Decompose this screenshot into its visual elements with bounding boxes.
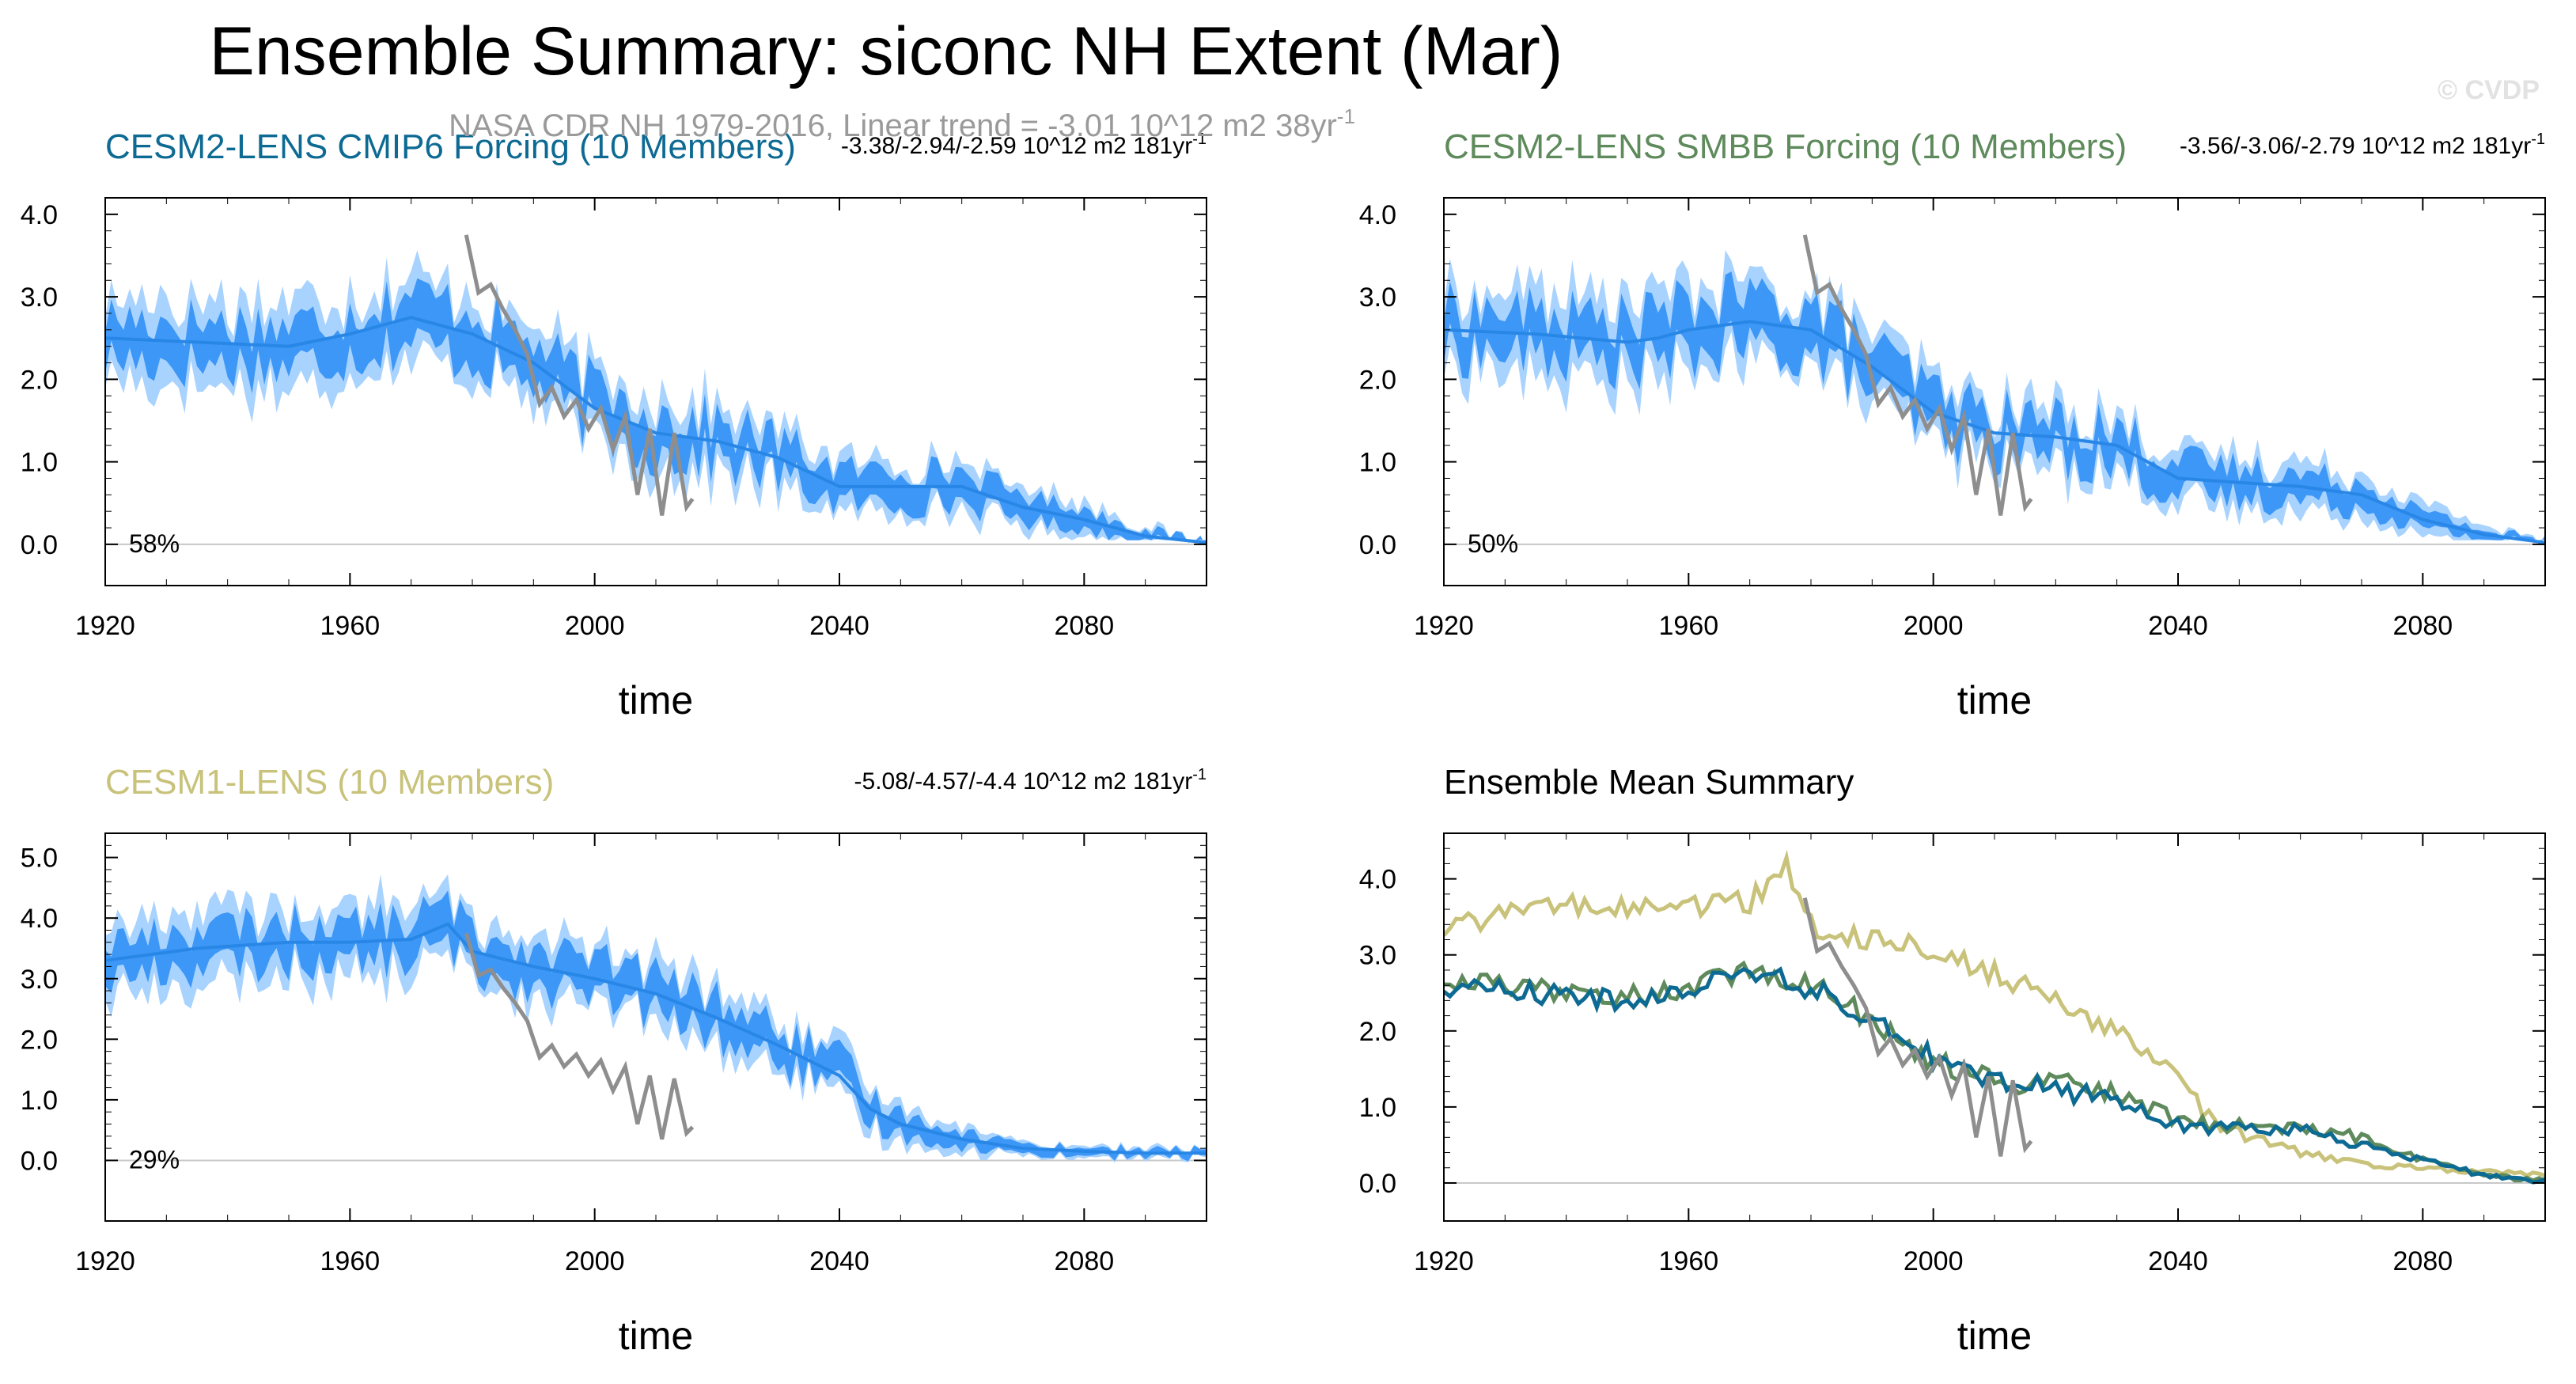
y-tick-label: 0.0 — [21, 530, 58, 560]
x-tick-label: 1920 — [1414, 611, 1474, 641]
x-tick-label: 1960 — [1659, 611, 1719, 641]
panel-cesm1: CESM1-LENS (10 Members) -5.08/-4.57/-4.4 … — [21, 763, 1207, 1358]
x-tick-label: 1920 — [75, 1246, 135, 1276]
x-tick-label: 2040 — [2148, 611, 2208, 641]
y-tick-label: 3.0 — [21, 282, 58, 313]
plot-area — [105, 874, 1207, 1163]
x-tick-label: 2040 — [809, 611, 869, 641]
series-line-0 — [1444, 849, 2545, 1178]
panel-title: CESM2-LENS CMIP6 Forcing (10 Members) — [105, 127, 796, 166]
x-tick-label: 2080 — [1055, 1246, 1115, 1276]
x-tick-label: 2000 — [565, 1246, 625, 1276]
x-axis-label: time — [1957, 1314, 2032, 1358]
x-tick-label: 1920 — [1414, 1246, 1474, 1276]
plot-frame — [104, 832, 1207, 1222]
ensemble-mean-line — [1444, 320, 2545, 544]
percent-label: 58% — [129, 529, 180, 558]
x-tick-label: 2040 — [2148, 1246, 2208, 1276]
x-tick-label: 2080 — [2393, 1246, 2453, 1276]
x-tick-label: 2080 — [1055, 611, 1115, 641]
y-tick-label: 2.0 — [21, 365, 58, 395]
trend-text: -3.56/-3.06/-2.79 10^12 m2 181yr-1 — [2180, 131, 2545, 159]
obs-line — [1802, 234, 2033, 516]
x-tick-label: 1960 — [320, 611, 381, 641]
y-tick-label: 3.0 — [21, 965, 58, 995]
x-tick-label: 2000 — [1904, 611, 1964, 641]
panel-cesm2-cmip6: CESM2-LENS CMIP6 Forcing (10 Members) -3.… — [21, 127, 1207, 722]
x-tick-label: 2080 — [2393, 611, 2453, 641]
percent-label: 29% — [129, 1145, 180, 1174]
trend-text: -3.38/-2.94/-2.59 10^12 m2 181yr-1 — [841, 131, 1207, 159]
plot-frame — [104, 197, 1207, 586]
y-tick-label: 4.0 — [1359, 865, 1396, 895]
y-tick-label: 4.0 — [1359, 200, 1396, 230]
trend-value: -3.56/-3.06/-2.79 10^12 m2 181yr — [2180, 133, 2531, 159]
obs-line — [464, 932, 695, 1140]
y-tick-label: 1.0 — [1359, 448, 1396, 478]
y-tick-label: 3.0 — [1359, 282, 1396, 313]
x-tick-label: 1960 — [1659, 1246, 1719, 1276]
series-line-2 — [1444, 966, 2545, 1185]
y-tick-label: 4.0 — [21, 904, 58, 934]
trend-value: -3.38/-2.94/-2.59 10^12 m2 181yr — [841, 133, 1192, 159]
y-tick-label: 5.0 — [21, 844, 58, 874]
x-tick-label: 2000 — [1904, 1246, 1964, 1276]
y-tick-label: 1.0 — [21, 448, 58, 478]
plot-area — [1444, 234, 2545, 545]
panel-title: CESM2-LENS SMBB Forcing (10 Members) — [1444, 127, 2127, 166]
figure-title: Ensemble Summary: siconc NH Extent (Mar) — [210, 13, 1563, 89]
plot-area — [105, 234, 1207, 547]
trend-exponent: -1 — [1192, 766, 1207, 783]
trend-text: -5.08/-4.57/-4.4 10^12 m2 181yr-1 — [854, 766, 1207, 794]
y-tick-label: 4.0 — [21, 200, 58, 230]
panels: CESM2-LENS CMIP6 Forcing (10 Members) -3.… — [21, 127, 2546, 1358]
panel-mean-summary: Ensemble Mean Summary 0.0 1.0 2.0 3.0 4.0 1920… — [1359, 763, 2546, 1358]
x-axis-label: time — [1957, 678, 2032, 722]
y-tick-label: 1.0 — [21, 1086, 58, 1116]
y-tick-label: 2.0 — [1359, 1017, 1396, 1047]
obs-caption: NASA CDR NH 1979-2016, Linear trend = -3… — [449, 104, 1355, 143]
obs-line — [464, 234, 695, 516]
x-axis-label: time — [619, 678, 693, 722]
watermark: © CVDP — [2438, 75, 2540, 105]
ensemble-mean-line — [105, 316, 1207, 544]
y-tick-label: 0.0 — [21, 1146, 58, 1176]
obs-line — [1802, 897, 2033, 1157]
plot-area — [1444, 849, 2545, 1185]
ensemble-range-band — [1444, 249, 2545, 544]
panel-cesm2-smbb: CESM2-LENS SMBB Forcing (10 Members) -3.5… — [1359, 127, 2546, 722]
y-tick-label: 3.0 — [1359, 941, 1396, 971]
y-tick-label: 2.0 — [21, 1025, 58, 1055]
plot-frame — [1443, 832, 2546, 1222]
y-tick-label: 0.0 — [1359, 530, 1396, 560]
ensemble-range-band — [105, 874, 1207, 1163]
y-tick-label: 2.0 — [1359, 365, 1396, 395]
x-tick-label: 1960 — [320, 1246, 381, 1276]
panel-title: CESM1-LENS (10 Members) — [105, 763, 554, 802]
y-tick-label: 1.0 — [1359, 1093, 1396, 1123]
trend-exponent: -1 — [2531, 131, 2545, 148]
trend-exponent: -1 — [1192, 131, 1207, 148]
trend-value: -5.08/-4.57/-4.4 10^12 m2 181yr — [854, 768, 1193, 794]
ensemble-mean-line — [105, 922, 1207, 1155]
panel-title: Ensemble Mean Summary — [1444, 763, 1854, 802]
x-axis-label: time — [619, 1314, 693, 1358]
ensemble-interquartile-band — [105, 278, 1207, 547]
percent-label: 50% — [1468, 529, 1518, 558]
x-tick-label: 2040 — [809, 1246, 869, 1276]
x-tick-label: 1920 — [75, 611, 135, 641]
ensemble-interquartile-band — [105, 890, 1207, 1162]
y-tick-label: 0.0 — [1359, 1169, 1396, 1199]
x-tick-label: 2000 — [565, 611, 625, 641]
ensemble-interquartile-band — [1444, 271, 2545, 545]
